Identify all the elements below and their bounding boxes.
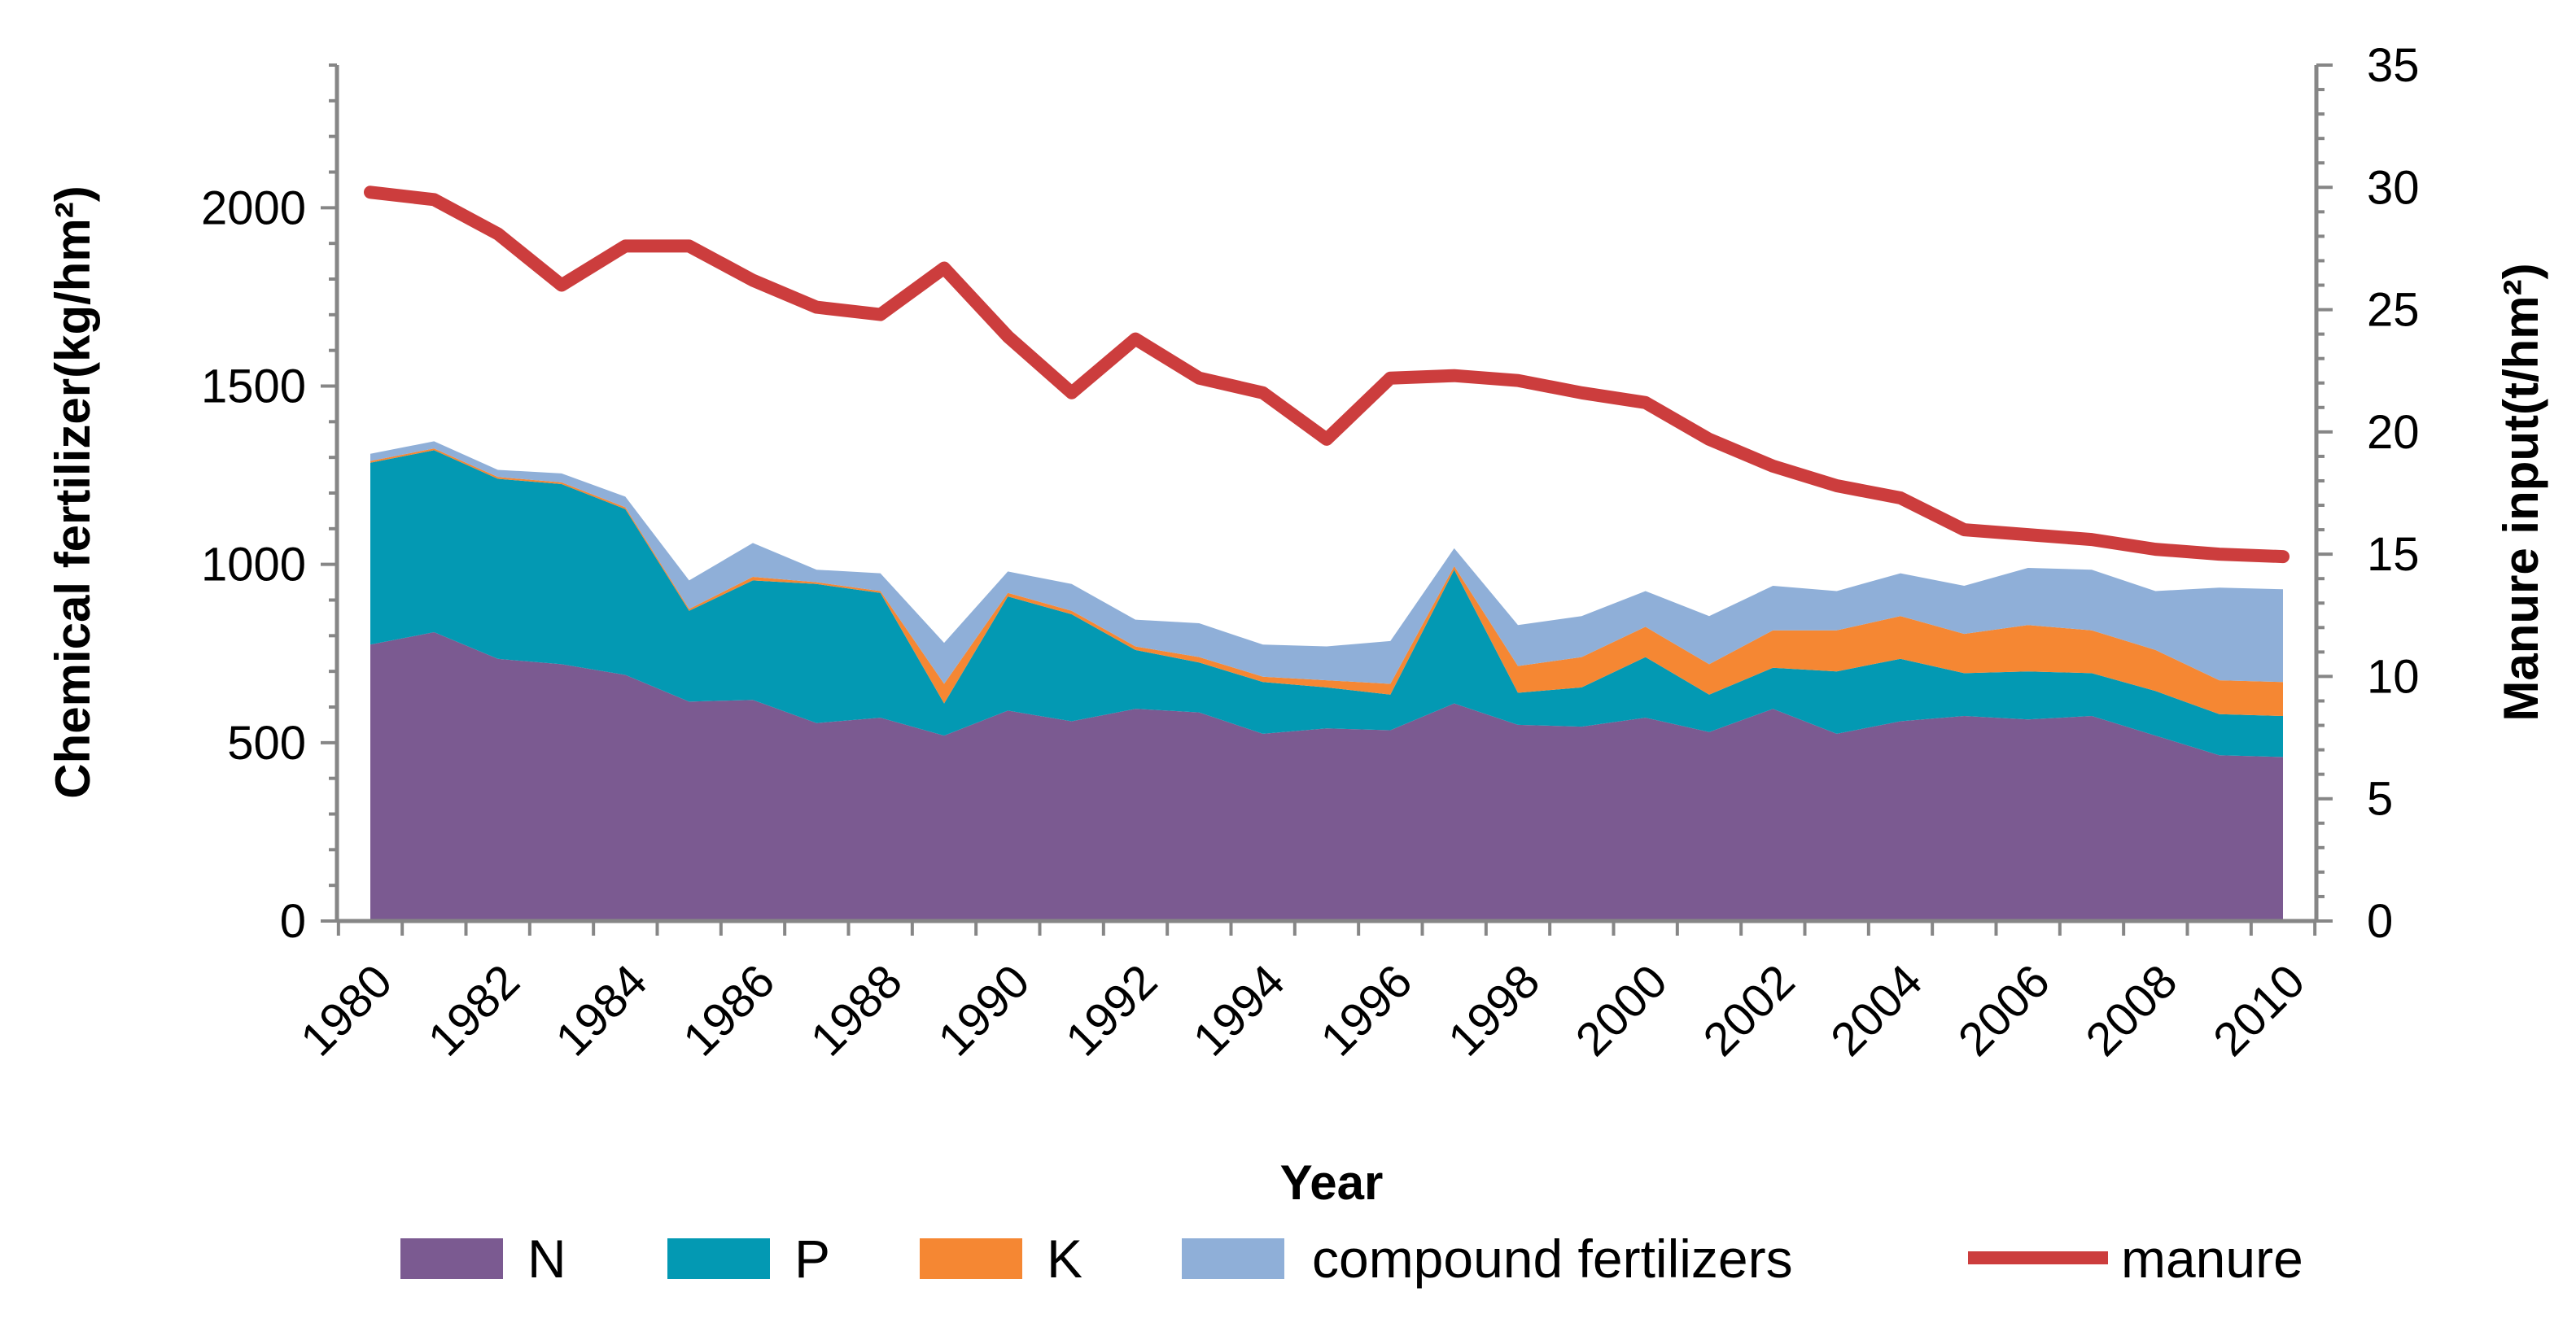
legend-label-n: N — [527, 1229, 566, 1289]
y-left-tick-label: 500 — [227, 717, 306, 770]
y-right-tick-labels: 0 5 10 15 20 25 30 35 — [2367, 39, 2420, 948]
x-tick-label: 1988 — [801, 954, 912, 1066]
stacked-areas — [370, 441, 2283, 921]
legend: N P K compound fertilizers manure — [400, 1229, 2303, 1289]
line-series — [364, 186, 2290, 564]
legend-label-compound-fertilizers: compound fertilizers — [1312, 1229, 1793, 1289]
y-right-tick-label: 30 — [2367, 161, 2420, 214]
y-right-tick-label: 5 — [2367, 773, 2393, 826]
y-right-tick-label: 25 — [2367, 284, 2420, 337]
y-right-tick-label: 10 — [2367, 650, 2420, 703]
x-tick-label: 1998 — [1438, 954, 1550, 1066]
area-compound-fertilizers — [370, 441, 2283, 684]
x-tick-label: 2000 — [1566, 954, 1677, 1066]
legend-swatch-k — [920, 1238, 1022, 1279]
x-tick-label: 1992 — [1056, 954, 1167, 1066]
axes — [321, 63, 2333, 936]
x-tick-label: 2010 — [2203, 954, 2315, 1066]
x-tick-labels: 1980 1982 1984 1986 1988 1990 1992 1994 1996 1998… — [291, 954, 2315, 1066]
y-left-axis-title: Chemical fertilizer(kg/hm²) — [46, 186, 100, 799]
legend-label-manure: manure — [2121, 1229, 2303, 1289]
y-left-tick-label: 1000 — [201, 539, 306, 591]
x-tick-label: 1986 — [673, 954, 785, 1066]
legend-swatch-p — [667, 1238, 770, 1279]
legend-swatch-n — [400, 1238, 503, 1279]
y-right-tick-label: 35 — [2367, 39, 2420, 92]
legend-label-k: K — [1047, 1229, 1082, 1289]
y-right-axis-title: Manure input(t/hm²) — [2494, 263, 2548, 721]
x-tick-label: 2006 — [1948, 954, 2060, 1066]
line-manure — [364, 186, 2290, 564]
x-tick-label: 2002 — [1693, 954, 1804, 1066]
x-tick-label: 2008 — [2075, 954, 2187, 1066]
y-left-tick-label: 1500 — [201, 360, 306, 413]
y-right-tick-label: 0 — [2367, 895, 2393, 948]
y-left-tick-labels: 0 500 1000 1500 2000 — [201, 181, 306, 948]
legend-label-p: P — [794, 1229, 830, 1289]
area-k — [370, 448, 2283, 716]
x-tick-label: 2004 — [1821, 954, 1932, 1066]
y-left-tick-label: 2000 — [201, 181, 306, 234]
y-right-tick-label: 20 — [2367, 406, 2420, 459]
y-left-tick-label: 0 — [280, 895, 306, 948]
area-p — [370, 450, 2283, 757]
legend-swatch-compound-fertilizers — [1182, 1238, 1284, 1279]
x-tick-label: 1996 — [1310, 954, 1422, 1066]
y-right-tick-label: 15 — [2367, 528, 2420, 581]
x-tick-label: 1982 — [418, 954, 530, 1066]
area-n — [370, 632, 2283, 921]
x-tick-label: 1980 — [291, 954, 402, 1066]
x-axis-title: Year — [1280, 1155, 1384, 1210]
x-tick-label: 1994 — [1183, 954, 1295, 1066]
x-tick-label: 1984 — [545, 954, 657, 1066]
x-tick-label: 1990 — [928, 954, 1039, 1066]
